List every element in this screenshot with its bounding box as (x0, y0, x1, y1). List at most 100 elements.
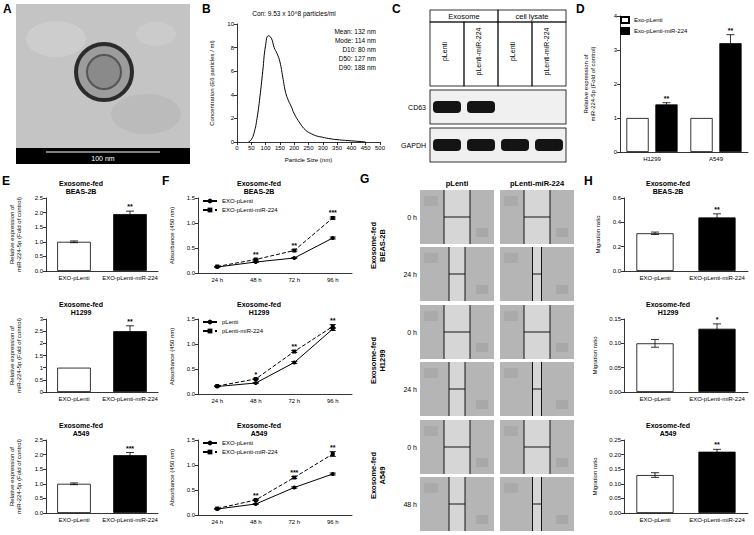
svg-text:0.5: 0.5 (187, 245, 196, 251)
svg-text:1.5: 1.5 (187, 195, 196, 201)
svg-text:*: * (716, 316, 719, 323)
svg-text:72 h: 72 h (288, 398, 300, 404)
svg-text:pLenti: pLenti (441, 42, 449, 62)
svg-text:EXO-pLenti-miR-224: EXO-pLenti-miR-224 (102, 396, 158, 402)
svg-text:pLenti: pLenti (509, 42, 517, 62)
svg-text:EXO-pLenti-miR-224: EXO-pLenti-miR-224 (689, 275, 745, 281)
svg-text:0 h: 0 h (407, 214, 417, 221)
svg-text:D90: 188 nm: D90: 188 nm (339, 64, 376, 71)
svg-text:0 h: 0 h (407, 444, 417, 451)
svg-text:Relative expression of: Relative expression of (9, 326, 15, 385)
svg-text:0.0: 0.0 (35, 510, 44, 516)
svg-text:0.2: 0.2 (613, 244, 622, 250)
svg-text:Relative expression of: Relative expression of (9, 447, 15, 506)
svg-text:2: 2 (231, 115, 235, 121)
svg-text:BEAS-2B: BEAS-2B (244, 188, 275, 195)
svg-text:Exosome-fed: Exosome-fed (237, 180, 281, 187)
svg-text:**: ** (253, 251, 259, 258)
svg-text:350: 350 (332, 145, 343, 151)
svg-text:Relative expression of: Relative expression of (583, 54, 589, 113)
svg-text:0: 0 (614, 149, 618, 155)
svg-text:100 nm: 100 nm (91, 155, 115, 162)
svg-text:1.0: 1.0 (187, 220, 196, 226)
svg-text:0.5: 0.5 (35, 377, 44, 383)
svg-text:Exosome-fed: Exosome-fed (237, 422, 281, 429)
svg-text:*: * (254, 371, 257, 378)
svg-text:48 h: 48 h (250, 398, 262, 404)
svg-text:Exosome-fedA549: Exosome-fedA549 (369, 452, 387, 500)
svg-text:450: 450 (361, 145, 372, 151)
svg-text:Absorbance (450 nm): Absorbance (450 nm) (169, 328, 175, 386)
svg-text:EXO-pLenti: EXO-pLenti (639, 396, 670, 402)
svg-text:24 h: 24 h (211, 398, 223, 404)
svg-text:pLenti: pLenti (222, 319, 238, 325)
svg-text:0: 0 (231, 139, 235, 145)
svg-text:Migration ratio: Migration ratio (592, 457, 598, 496)
svg-text:miR-224-5p (Fold of control): miR-224-5p (Fold of control) (590, 46, 596, 121)
svg-text:**: ** (127, 318, 133, 325)
svg-text:48 h: 48 h (403, 501, 417, 508)
svg-text:4: 4 (231, 92, 235, 98)
svg-text:8: 8 (231, 45, 235, 51)
svg-text:Con: 9.53 x 10^8 particles/ml: Con: 9.53 x 10^8 particles/ml (252, 10, 336, 18)
svg-text:Exosome-fedBEAS-2B: Exosome-fedBEAS-2B (369, 222, 387, 270)
svg-text:2.5: 2.5 (35, 328, 44, 334)
svg-text:Exosome-fed: Exosome-fed (646, 422, 690, 429)
svg-text:EXO-pLenti: EXO-pLenti (58, 396, 89, 402)
svg-text:Absorbance (450 nm): Absorbance (450 nm) (169, 207, 175, 265)
svg-text:A549: A549 (660, 430, 677, 437)
svg-text:miR-224-5p (Fold of control): miR-224-5p (Fold of control) (16, 197, 22, 272)
svg-text:pLenti-miR-224: pLenti-miR-224 (475, 27, 483, 75)
svg-text:A549: A549 (73, 430, 90, 437)
svg-text:0.4: 0.4 (613, 219, 622, 225)
svg-text:EXO-pLenti-miR-224: EXO-pLenti-miR-224 (689, 517, 745, 523)
svg-text:0.0: 0.0 (187, 512, 196, 518)
svg-text:150: 150 (275, 145, 286, 151)
svg-text:pLenti-miR-224: pLenti-miR-224 (543, 27, 551, 75)
svg-text:24 h: 24 h (403, 386, 417, 393)
svg-text:6: 6 (231, 68, 235, 74)
svg-text:pLenti-miR-224: pLenti-miR-224 (222, 328, 264, 334)
svg-text:Exosome-fed: Exosome-fed (59, 422, 103, 429)
svg-text:1.0: 1.0 (35, 239, 44, 245)
svg-text:**: ** (253, 492, 259, 499)
svg-text:1.5: 1.5 (35, 353, 44, 359)
svg-text:24 h: 24 h (403, 271, 417, 278)
svg-text:0: 0 (40, 389, 44, 395)
svg-text:2.0: 2.0 (35, 452, 44, 458)
svg-text:EXO-pLenti-miR-224: EXO-pLenti-miR-224 (689, 396, 745, 402)
svg-text:Mode: 114 nm: Mode: 114 nm (335, 37, 376, 44)
svg-text:H1299: H1299 (71, 309, 92, 316)
svg-text:24 h: 24 h (211, 519, 223, 525)
svg-text:1: 1 (614, 115, 618, 121)
svg-text:400: 400 (346, 145, 357, 151)
svg-text:H1299: H1299 (658, 309, 679, 316)
svg-text:Exosome-fed: Exosome-fed (646, 301, 690, 308)
svg-text:EXO-pLenti: EXO-pLenti (639, 275, 670, 281)
svg-text:0.0: 0.0 (187, 270, 196, 276)
svg-text:A549: A549 (251, 430, 268, 437)
svg-text:0.5: 0.5 (35, 253, 44, 259)
svg-text:0.05: 0.05 (609, 495, 621, 501)
svg-text:48 h: 48 h (250, 519, 262, 525)
svg-text:Mean: 132 nm: Mean: 132 nm (334, 28, 376, 35)
svg-text:1.5: 1.5 (35, 224, 44, 230)
svg-text:50: 50 (248, 145, 255, 151)
svg-text:**: ** (330, 444, 336, 451)
svg-text:EXO-pLenti: EXO-pLenti (222, 198, 253, 204)
svg-text:EXO-pLenti: EXO-pLenti (222, 440, 253, 446)
svg-text:D50: 127 nm: D50: 127 nm (339, 55, 376, 62)
svg-text:Migration ratio: Migration ratio (592, 336, 598, 375)
svg-text:1.0: 1.0 (187, 341, 196, 347)
svg-text:4: 4 (614, 13, 618, 19)
svg-text:miR-224-5p (Fold of control): miR-224-5p (Fold of control) (16, 318, 22, 393)
svg-text:0 h: 0 h (407, 329, 417, 336)
svg-text:1.5: 1.5 (187, 437, 196, 443)
svg-text:H1299: H1299 (643, 156, 661, 162)
svg-text:200: 200 (289, 145, 300, 151)
svg-text:pLenti-miR-224: pLenti-miR-224 (510, 179, 565, 188)
svg-text:1.5: 1.5 (35, 466, 44, 472)
svg-text:EXO-pLenti: EXO-pLenti (639, 517, 670, 523)
svg-text:1.0: 1.0 (187, 462, 196, 468)
svg-text:Migration ratio: Migration ratio (595, 215, 601, 254)
